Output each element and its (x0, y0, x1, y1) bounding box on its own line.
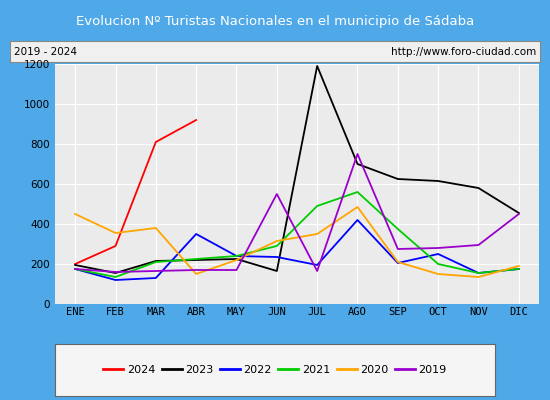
Text: 2019 - 2024: 2019 - 2024 (14, 47, 77, 57)
Legend: 2024, 2023, 2022, 2021, 2020, 2019: 2024, 2023, 2022, 2021, 2020, 2019 (99, 360, 451, 380)
Text: Evolucion Nº Turistas Nacionales en el municipio de Sádaba: Evolucion Nº Turistas Nacionales en el m… (76, 14, 474, 28)
Text: http://www.foro-ciudad.com: http://www.foro-ciudad.com (390, 47, 536, 57)
